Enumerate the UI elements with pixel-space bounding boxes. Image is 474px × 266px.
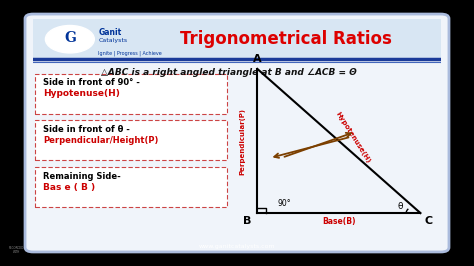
Text: Ganit: Ganit (99, 28, 122, 37)
Text: A: A (253, 54, 262, 64)
FancyBboxPatch shape (35, 167, 227, 207)
Text: Trigonometrical Ratios: Trigonometrical Ratios (180, 30, 392, 48)
FancyBboxPatch shape (35, 73, 227, 114)
Text: 90°: 90° (277, 199, 291, 208)
Text: Remaining Side-: Remaining Side- (44, 172, 121, 181)
Text: Ignite | Progress | Achieve: Ignite | Progress | Achieve (99, 50, 162, 56)
Text: Bas e ( B ): Bas e ( B ) (44, 183, 95, 192)
Text: C: C (425, 217, 433, 226)
Bar (33, 19, 441, 59)
Text: θ: θ (397, 202, 403, 211)
Text: Base(B): Base(B) (322, 217, 356, 226)
FancyBboxPatch shape (25, 14, 449, 252)
Text: B: B (243, 217, 251, 226)
FancyBboxPatch shape (35, 120, 227, 160)
Text: Side in front of θ -: Side in front of θ - (44, 125, 130, 134)
Circle shape (46, 26, 94, 53)
Text: △ABC is a right angled triangle at B and ∠ACB = Θ: △ABC is a right angled triangle at B and… (101, 68, 357, 77)
Text: Side in front of 90° -: Side in front of 90° - (44, 78, 140, 87)
Text: Perpendicular(P): Perpendicular(P) (239, 107, 245, 174)
Text: RECORDED
WITH: RECORDED WITH (9, 246, 24, 254)
Text: Hypotenuse(H): Hypotenuse(H) (335, 111, 372, 164)
Text: Hypotenuse(H): Hypotenuse(H) (44, 89, 120, 98)
Text: Catalysts: Catalysts (99, 38, 128, 43)
Text: Perpendicular/Height(P): Perpendicular/Height(P) (44, 136, 159, 145)
Text: G: G (64, 31, 76, 45)
Text: www.ganitcatalysts.com: www.ganitcatalysts.com (199, 244, 275, 248)
